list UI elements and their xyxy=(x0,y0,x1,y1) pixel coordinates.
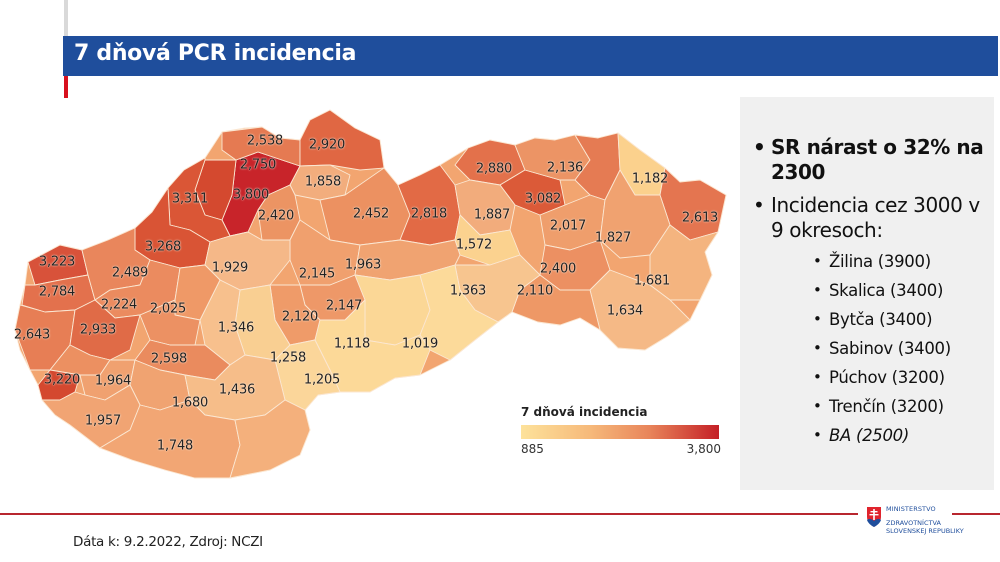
logo-text-line2: ZDRAVOTNÍCTVA xyxy=(886,519,941,527)
district-dunajska-streda xyxy=(41,384,141,449)
district-value-label: 1,827 xyxy=(594,230,632,246)
summary-panel: SR nárast o 32% na 2300 Incidencia cez 3… xyxy=(740,97,994,490)
page-title: 7 dňová PCR incidencia xyxy=(74,41,357,66)
district-value-label: 1,929 xyxy=(211,260,249,276)
district-value-label: 2,110 xyxy=(516,283,554,299)
district-lucenec xyxy=(314,299,431,393)
district-value-label: 1,858 xyxy=(304,174,342,190)
district-list-item: Skalica (3400) xyxy=(771,276,994,305)
data-source-note: Dáta k: 9.2.2022, Zdroj: NCZI xyxy=(73,534,263,550)
footer-divider-left xyxy=(0,513,858,515)
district-value-label: 3,268 xyxy=(144,239,182,255)
district-value-label: 2,489 xyxy=(111,265,149,281)
footer-divider-right xyxy=(952,513,1000,515)
district-value-label: 1,957 xyxy=(84,413,122,429)
district-value-label: 1,963 xyxy=(344,257,382,273)
summary-bullet-increase: SR nárast o 32% na 2300 xyxy=(740,135,994,185)
district-value-label: 3,223 xyxy=(38,254,76,270)
district-list-item: Žilina (3900) xyxy=(771,247,994,276)
summary-bullet-districts-text: Incidencia cez 3000 v 9 okresoch: xyxy=(771,193,980,242)
district-value-label: 2,818 xyxy=(410,206,448,222)
district-value-label: 2,145 xyxy=(298,266,336,282)
district-nove-zamky xyxy=(229,399,311,479)
district-value-label: 2,933 xyxy=(79,322,117,338)
summary-list: SR nárast o 32% na 2300 Incidencia cez 3… xyxy=(740,135,994,450)
district-trebisov xyxy=(589,269,691,351)
district-poltar xyxy=(354,274,431,346)
legend-title: 7 dňová incidencia xyxy=(521,405,648,419)
district-value-label: 1,019 xyxy=(401,336,439,352)
district-value-label: 1,182 xyxy=(631,171,669,187)
ministry-logo: MINISTERSTVO ZDRAVOTNÍCTVA SLOVENSKEJ RE… xyxy=(866,505,1000,539)
district-value-label: 2,643 xyxy=(13,327,51,343)
district-value-label: 2,147 xyxy=(325,298,363,314)
district-list-item-ba: BA (2500) xyxy=(771,421,994,450)
legend-min-label: 885 xyxy=(521,442,544,456)
summary-bullet-districts: Incidencia cez 3000 v 9 okresoch: Žilina… xyxy=(740,193,994,450)
district-value-label: 1,681 xyxy=(633,273,671,289)
title-bar: 7 dňová PCR incidencia xyxy=(63,36,998,76)
district-value-label: 2,920 xyxy=(308,137,346,153)
district-value-label: 1,572 xyxy=(455,237,493,253)
district-value-label: 2,880 xyxy=(475,161,513,177)
district-value-label: 1,363 xyxy=(449,283,487,299)
slovak-coat-of-arms-icon xyxy=(867,507,881,527)
top-grey-line xyxy=(64,0,68,36)
map-legend: 7 dňová incidencia 885 3,800 xyxy=(521,405,721,456)
district-value-label: 1,964 xyxy=(94,373,132,389)
district-value-label: 2,452 xyxy=(352,206,390,222)
district-value-label: 2,224 xyxy=(100,297,138,313)
district-value-label: 2,400 xyxy=(539,261,577,277)
district-value-label: 2,598 xyxy=(150,351,188,367)
legend-ticks: 885 3,800 xyxy=(521,442,721,456)
district-value-label: 2,750 xyxy=(239,157,277,173)
district-value-label: 2,017 xyxy=(549,218,587,234)
logo-text-line3: SLOVENSKEJ REPUBLIKY xyxy=(886,527,964,535)
district-value-label: 1,748 xyxy=(156,438,194,454)
district-value-label: 2,120 xyxy=(281,309,319,325)
district-value-label: 3,800 xyxy=(232,187,270,203)
district-rimavska xyxy=(419,264,499,361)
district-value-label: 1,205 xyxy=(303,372,341,388)
high-incidence-district-list: Žilina (3900) Skalica (3400) Bytča (3400… xyxy=(771,247,994,450)
district-value-label: 3,220 xyxy=(43,372,81,388)
district-value-label: 2,025 xyxy=(149,301,187,317)
district-list-item: Bytča (3400) xyxy=(771,305,994,334)
district-value-label: 3,082 xyxy=(524,191,562,207)
district-value-label: 2,136 xyxy=(546,160,584,176)
district-value-label: 1,887 xyxy=(473,207,511,223)
district-value-label: 2,420 xyxy=(257,208,295,224)
district-list-item: Trenčín (3200) xyxy=(771,392,994,421)
legend-max-label: 3,800 xyxy=(686,442,721,456)
district-list-item: Púchov (3200) xyxy=(771,363,994,392)
district-value-label: 2,784 xyxy=(38,284,76,300)
red-accent-bar xyxy=(64,76,68,98)
district-value-label: 1,634 xyxy=(606,303,644,319)
district-list-item: Sabinov (3400) xyxy=(771,334,994,363)
district-value-label: 1,680 xyxy=(171,395,209,411)
legend-gradient-bar xyxy=(521,425,719,439)
district-value-label: 3,311 xyxy=(171,191,209,207)
district-value-label: 1,436 xyxy=(218,382,256,398)
district-value-label: 2,538 xyxy=(246,133,284,149)
district-value-label: 1,118 xyxy=(333,336,371,352)
logo-text-line1: MINISTERSTVO xyxy=(886,505,936,513)
district-choropleth xyxy=(14,109,727,479)
district-value-label: 1,346 xyxy=(217,320,255,336)
district-value-label: 2,613 xyxy=(681,210,719,226)
slovakia-incidence-map: 2,538 2,750 3,800 3,311 2,420 2,920 1,858 2,452… xyxy=(0,100,740,490)
district-value-label: 1,258 xyxy=(269,350,307,366)
